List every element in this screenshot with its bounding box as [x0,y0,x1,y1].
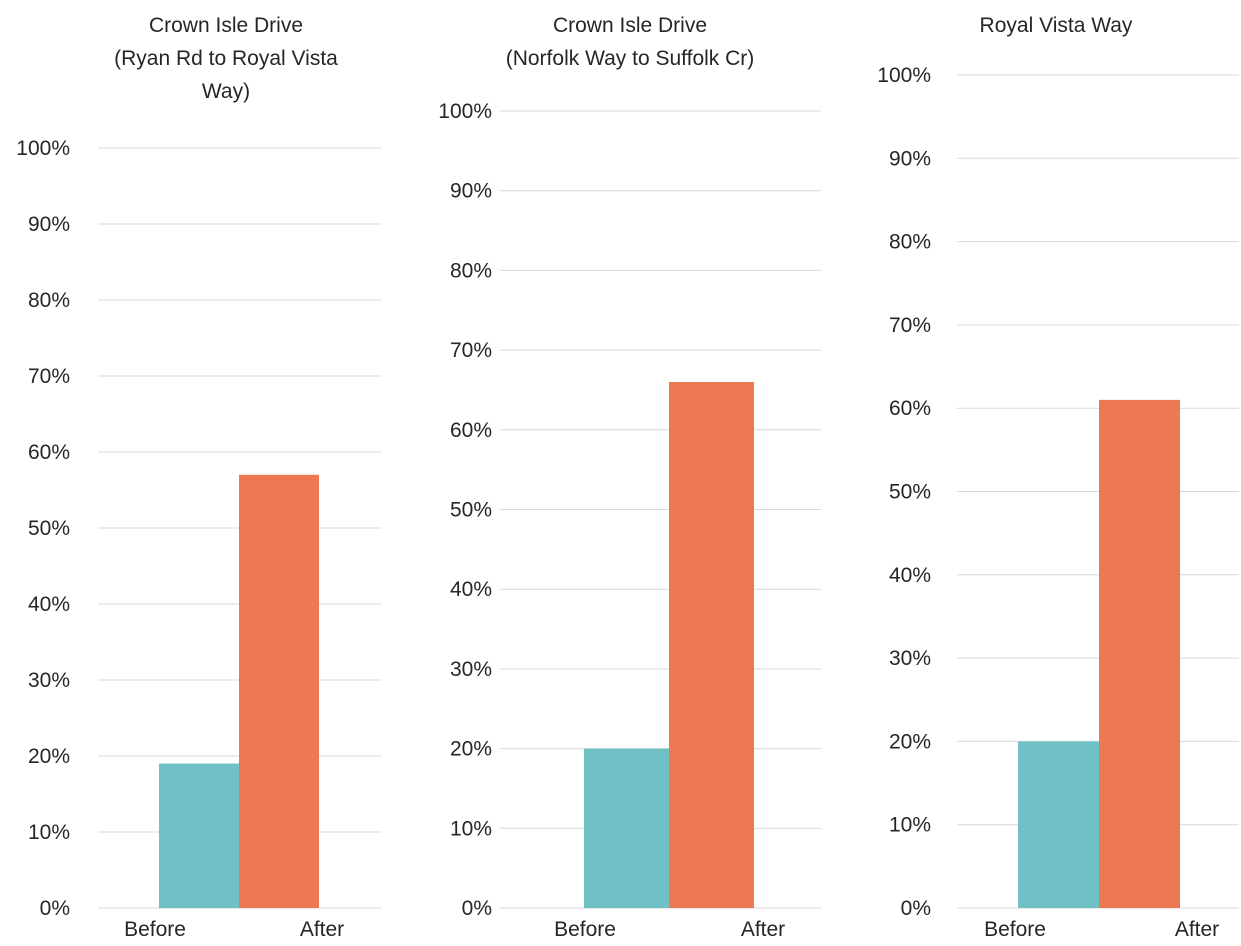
chart-title-line: Way) [202,80,250,103]
chart-panel-2: 0% 10% 20% 30% 40% 50% 60% 70% 80% 90% 100% Before A… [438,14,821,941]
chart-title-line: (Ryan Rd to Royal Vista [114,47,338,70]
y-tick-label: 30% [28,669,70,692]
y-tick-label: 30% [889,647,931,670]
bar-after [239,475,319,908]
bar-before [1018,741,1099,908]
y-tick-label: 40% [28,593,70,616]
y-tick-label: 60% [889,397,931,420]
y-tick-label: 40% [889,564,931,587]
x-tick-label: After [1175,918,1219,941]
y-tick-label: 80% [28,289,70,312]
y-tick-label: 90% [889,147,931,170]
x-tick-label: Before [124,918,186,941]
bar-after [669,382,754,908]
x-tick-label: After [300,918,344,941]
bar-before [584,749,669,908]
y-tick-label: 60% [28,441,70,464]
y-tick-label: 50% [889,481,931,504]
bar-after [1099,400,1180,908]
y-tick-label: 50% [450,499,492,522]
x-tick-label: Before [984,918,1046,941]
x-tick-label: After [741,918,785,941]
y-tick-label: 90% [450,180,492,203]
y-tick-label: 20% [450,738,492,761]
bar-before [159,764,239,908]
y-tick-label: 0% [40,897,70,920]
y-tick-label: 10% [889,814,931,837]
y-tick-label: 10% [28,821,70,844]
y-tick-label: 30% [450,658,492,681]
y-tick-label: 70% [28,365,70,388]
y-tick-label: 70% [450,339,492,362]
chart-title-line: Royal Vista Way [980,14,1133,37]
chart-panel-1: 0% 10% 20% 30% 40% 50% 60% 70% 80% 90% 100% Before A… [16,14,381,941]
y-tick-label: 80% [889,231,931,254]
chart-title-line: (Norfolk Way to Suffolk Cr) [506,47,755,70]
y-tick-label: 70% [889,314,931,337]
y-tick-label: 90% [28,213,70,236]
y-tick-label: 80% [450,259,492,282]
y-tick-label: 50% [28,517,70,540]
y-tick-label: 100% [877,64,931,87]
y-tick-label: 100% [438,100,492,123]
y-tick-label: 20% [28,745,70,768]
y-tick-label: 20% [889,730,931,753]
chart-panel-3: 0% 10% 20% 30% 40% 50% 60% 70% 80% 90% 100% Before A… [877,14,1239,941]
y-tick-label: 10% [450,817,492,840]
chart-title-line: Crown Isle Drive [553,14,707,37]
y-tick-label: 60% [450,419,492,442]
x-tick-label: Before [554,918,616,941]
y-tick-label: 100% [16,137,70,160]
y-tick-label: 40% [450,578,492,601]
chart-title-line: Crown Isle Drive [149,14,303,37]
y-tick-label: 0% [462,897,492,920]
y-tick-label: 0% [901,897,931,920]
